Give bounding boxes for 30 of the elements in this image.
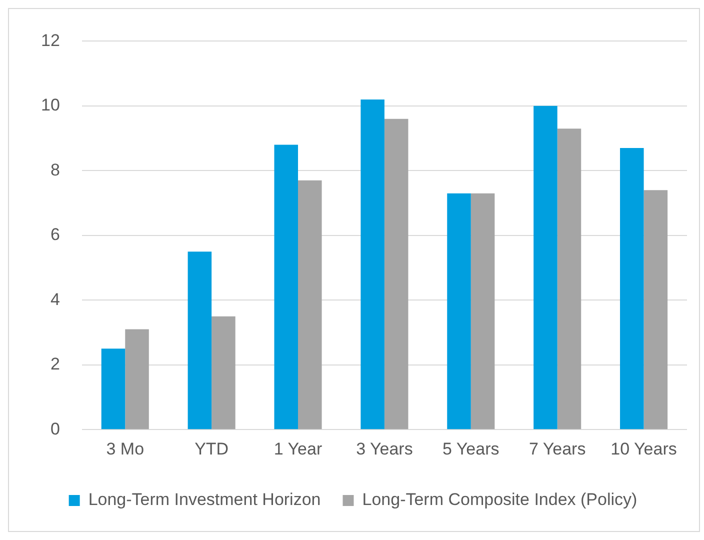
y-tick-label: 6 bbox=[50, 225, 60, 244]
x-tick-label: 7 Years bbox=[528, 439, 586, 458]
bar bbox=[620, 148, 644, 430]
y-tick-label: 4 bbox=[50, 290, 60, 309]
x-tick-label: 3 Years bbox=[356, 439, 413, 458]
bar bbox=[188, 252, 212, 430]
legend-label: Long-Term Investment Horizon bbox=[88, 490, 321, 510]
bar bbox=[644, 190, 668, 430]
bar bbox=[212, 316, 236, 430]
bar bbox=[101, 348, 126, 430]
y-tick-label: 8 bbox=[50, 160, 60, 180]
bar bbox=[298, 180, 322, 430]
y-tick-label: 10 bbox=[40, 96, 60, 115]
y-tick-label: 2 bbox=[50, 354, 60, 374]
bar bbox=[534, 106, 558, 430]
bar bbox=[470, 193, 495, 430]
bar bbox=[274, 144, 298, 430]
x-tick-label: 3 Mo bbox=[106, 439, 144, 458]
bar bbox=[384, 118, 408, 430]
bar bbox=[125, 329, 149, 430]
x-tick-label: 5 Years bbox=[442, 439, 500, 458]
bar bbox=[447, 193, 471, 430]
x-tick-label: YTD bbox=[194, 439, 229, 458]
legend-label: Long-Term Composite Index (Policy) bbox=[362, 490, 638, 510]
y-tick-label: 0 bbox=[50, 419, 60, 438]
x-tick-label: 1 Year bbox=[274, 439, 322, 458]
x-tick-label: 10 Years bbox=[610, 439, 677, 458]
bar bbox=[360, 99, 384, 430]
bar bbox=[557, 128, 582, 430]
y-tick-label: 12 bbox=[40, 30, 60, 50]
